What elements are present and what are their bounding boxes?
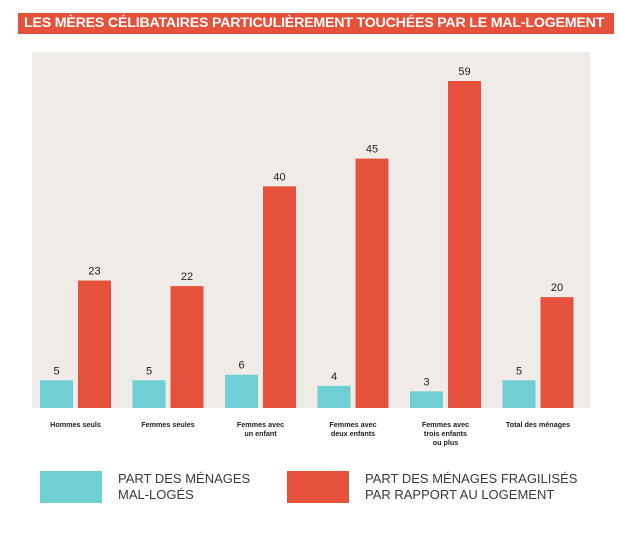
data-label: 6 [238,360,244,372]
data-label: 20 [551,282,563,294]
bar-fragilises [263,186,296,408]
legend-label-mal-loges: PART DES MÉNAGES MAL-LOGÉS [118,471,251,502]
category-label: Femmes seules [141,420,195,429]
bar-mal-loges [410,391,443,408]
bar-fragilises [448,81,481,408]
category-label: Hommes seuls [50,420,101,429]
legend-swatch-mal-loges [40,471,102,503]
plot-background [32,52,590,408]
bar-mal-loges [502,380,536,408]
data-label: 3 [423,376,429,388]
category-label: Total des ménages [506,420,570,429]
chart-title: LES MÈRES CÉLIBATAIRES PARTICULIÈREMENT … [18,13,614,34]
bar-mal-loges [40,380,73,408]
data-label: 45 [366,144,378,156]
bar-mal-loges [225,374,258,408]
category-label: Femmes avec un enfant [237,420,284,438]
data-label: 4 [331,371,337,383]
category-label: Femmes avec deux enfants [329,420,376,438]
category-label: Femmes avec trois enfants ou plus [422,420,469,447]
data-label: 40 [273,171,285,183]
bar-fragilises [355,158,389,408]
data-label: 5 [146,365,152,377]
legend-label-fragilises: PART DES MÉNAGES FRAGILISÉS PAR RAPPORT … [365,471,578,502]
bar-chart: 5 23 Hommes seuls 5 22 Femmes seules 6 40 Femmes… [32,52,590,447]
bar-mal-loges [317,385,351,408]
data-label: 5 [53,365,59,377]
data-label: 5 [516,365,522,377]
legend-item-mal-loges: PART DES MÉNAGES MAL-LOGÉS [40,471,250,503]
data-label: 59 [458,66,470,78]
data-label: 23 [88,266,100,278]
bar-fragilises [540,297,574,408]
bar-mal-loges [132,380,166,408]
legend-item-fragilises: PART DES MÉNAGES FRAGILISÉS PAR RAPPORT … [287,471,577,503]
bar-fragilises [170,286,204,408]
bar-fragilises [78,280,111,408]
data-label: 22 [181,271,193,283]
legend-swatch-fragilises [287,471,349,503]
